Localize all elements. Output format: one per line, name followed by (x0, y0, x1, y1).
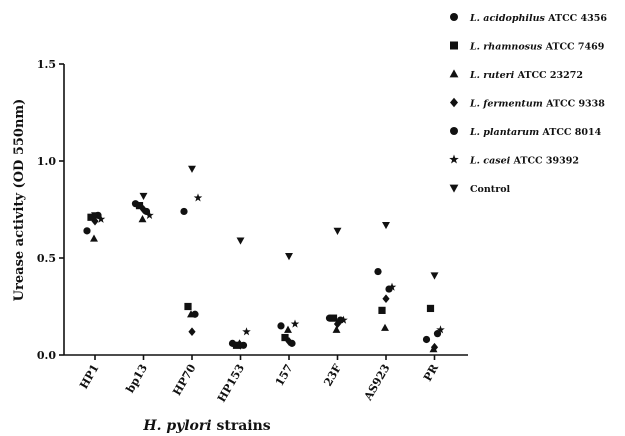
data-point (83, 227, 91, 235)
data-point (96, 214, 106, 223)
data-point (422, 335, 431, 344)
data-point (236, 237, 245, 245)
data-point (329, 314, 338, 322)
x-ticks: HP1 bp13 HP70 HP153 157 23F AS923 PR (77, 355, 442, 405)
data-point (288, 339, 296, 347)
data-point (382, 294, 390, 304)
data-point (426, 304, 435, 313)
data-point (142, 207, 151, 216)
legend-label: L. plantarum ATCC 8014 (469, 127, 602, 138)
x-tick-label: bp13 (123, 362, 150, 395)
y-axis-title: Urease activity (OD 550nm) (12, 99, 27, 302)
legend-label: L. casei ATCC 39392 (469, 156, 579, 167)
x-tick-label: PR (421, 361, 441, 383)
data-point (242, 327, 251, 336)
data-point (277, 322, 285, 330)
x-tick-label: AS923 (361, 362, 392, 404)
x-tick-label: HP153 (215, 362, 247, 405)
data-point (284, 325, 292, 333)
legend-label: Control (470, 184, 511, 195)
legend-marker (450, 127, 458, 135)
legend-label: L. ruteri ATCC 23272 (469, 70, 583, 81)
x-tick-label: HP1 (77, 362, 101, 391)
data-point (333, 227, 342, 235)
x-tick-label: 23F (321, 362, 344, 389)
data-point (382, 221, 390, 230)
data-point (184, 302, 192, 311)
legend-marker (449, 154, 459, 164)
data-point (281, 333, 289, 342)
data-point (91, 212, 99, 220)
data-point (430, 342, 439, 352)
legend-marker (449, 69, 459, 78)
x-axis-title-italic: H. pylori (142, 418, 211, 434)
data-point (87, 213, 95, 221)
y-tick-label: 1.0 (37, 155, 56, 168)
data-point (239, 341, 248, 349)
data-point (381, 323, 389, 331)
data-point (138, 215, 147, 223)
y-tick-label: 0.5 (37, 252, 56, 265)
data-point (180, 207, 188, 216)
data-point (145, 210, 154, 219)
data-point (90, 234, 98, 242)
data-point (285, 253, 293, 261)
x-tick-label: 157 (273, 362, 296, 388)
data-point (139, 192, 148, 201)
y-tick-label: 0.0 (37, 349, 56, 362)
data-point (430, 272, 439, 280)
legend-label: L. acidophilus ATCC 4356 (469, 13, 607, 24)
data-point (191, 310, 199, 318)
legend-marker (450, 97, 458, 108)
y-ticks: 0.0 0.5 1.0 1.5 (37, 58, 64, 362)
legend: L. acidophilus ATCC 4356 L. rhamnosus ATC… (449, 13, 607, 195)
data-point (135, 202, 144, 210)
y-tick-label: 1.5 (37, 58, 56, 71)
data-point (188, 327, 196, 337)
legend-marker (450, 41, 458, 50)
data-point (188, 165, 196, 173)
legend-label: L. fermentum ATCC 9338 (469, 99, 605, 110)
x-axis-title-rest: strains (212, 418, 271, 434)
data-point (436, 325, 445, 334)
legend-marker (449, 184, 459, 193)
data-point (339, 315, 348, 324)
data-point (378, 306, 386, 314)
x-tick-label: HP70 (170, 362, 198, 398)
data-point (91, 216, 99, 226)
data-points (83, 165, 445, 353)
data-point (193, 193, 203, 202)
legend-marker (450, 13, 458, 21)
data-point (374, 267, 382, 276)
data-point (387, 282, 397, 291)
legend-label: L. rhamnosus ATCC 7469 (469, 42, 605, 53)
data-point (290, 319, 300, 328)
data-point (332, 325, 341, 333)
x-axis-title: H. pylori strains (142, 418, 270, 434)
